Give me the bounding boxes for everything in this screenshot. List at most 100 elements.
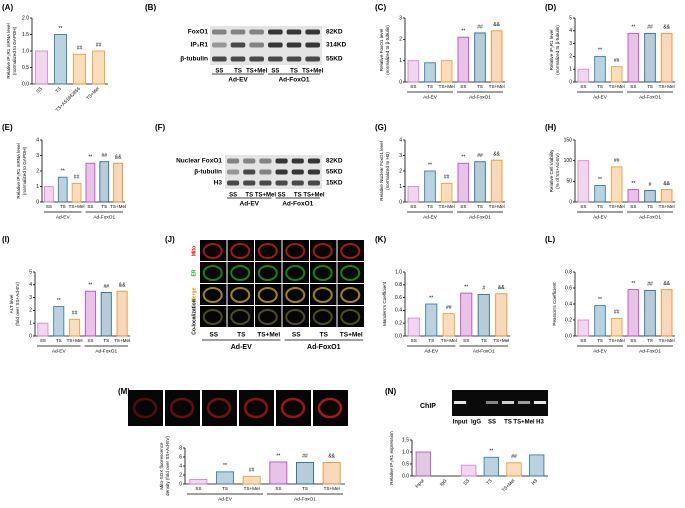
blot-band xyxy=(268,56,283,62)
significance-marker: ** xyxy=(429,295,433,301)
significance-marker: ## xyxy=(444,175,450,181)
y-tick-label: 0.8 xyxy=(395,282,402,288)
lane-label: SS xyxy=(488,420,496,426)
bar xyxy=(113,162,123,203)
x-tick-label: SS xyxy=(580,204,586,209)
bar xyxy=(69,318,81,337)
cell-signal xyxy=(257,309,278,325)
y-axis-title: (% of SS+Ad-EV) xyxy=(555,153,560,189)
bar xyxy=(660,289,673,337)
blot-membrane xyxy=(210,26,322,65)
group-label: Ad-EV xyxy=(593,94,608,100)
bar xyxy=(415,451,432,477)
group-label: Ad-EV xyxy=(52,348,67,354)
group-label: Ad-FoxO1 xyxy=(93,214,115,220)
x-tick-label: TS xyxy=(427,204,433,209)
significance-marker: ** xyxy=(88,155,92,161)
y-tick-label: 0 xyxy=(399,79,402,85)
x-tick-label: SS xyxy=(46,204,52,209)
panel-label: (D) xyxy=(545,3,556,12)
bar xyxy=(660,32,673,83)
y-tick-label: 0.0 xyxy=(395,333,402,339)
bar xyxy=(407,317,420,337)
group-label: Ad-FoxO1 xyxy=(469,94,491,100)
x-tick-label: TS xyxy=(54,86,62,94)
lane-label: SS xyxy=(278,193,286,199)
bar xyxy=(490,159,503,203)
x-tick-label: TS xyxy=(647,84,653,89)
y-axis-title: (normalized to H3) xyxy=(385,152,390,190)
blot-band xyxy=(212,42,227,48)
cell-signal xyxy=(340,243,361,259)
significance-marker: && xyxy=(119,283,126,289)
bar xyxy=(627,32,640,83)
x-tick-label: SS xyxy=(87,338,93,343)
significance-marker: ## xyxy=(96,42,102,48)
y-tick-label: 0 xyxy=(399,199,402,205)
cell-signal xyxy=(169,397,195,419)
y-tick-label: 2 xyxy=(399,168,402,174)
x-tick-label: TS+Mel xyxy=(114,338,130,343)
cell-signal xyxy=(317,397,343,419)
cell-signal xyxy=(340,287,361,303)
y-axis-title: Manders's Coefficient xyxy=(382,281,387,326)
y-tick-label: 4 xyxy=(399,137,402,143)
significance-marker: ** xyxy=(598,177,602,183)
cell-signal xyxy=(312,243,333,259)
y-axis-title: Relative IP₃R1 expression xyxy=(389,431,394,485)
cell-signal xyxy=(312,309,333,325)
significance-marker: ## xyxy=(446,305,452,311)
blot-band xyxy=(286,29,302,35)
bar xyxy=(474,32,486,83)
blot-band xyxy=(291,180,304,186)
y-axis-title: Mito-SOX fluorescence xyxy=(159,442,164,490)
gel-band xyxy=(453,401,467,404)
y-tick-label: 1.5 xyxy=(22,32,29,38)
panel-label: (N) xyxy=(385,387,396,396)
blot-size-label: 82KD xyxy=(326,29,343,36)
bar xyxy=(594,55,606,83)
blot-band xyxy=(286,42,302,48)
significance-marker: ## xyxy=(647,25,653,31)
y-tick-label: 1 xyxy=(36,184,39,190)
blot-band xyxy=(243,180,256,186)
group-label: Ad-EV xyxy=(423,214,438,220)
cell-signal xyxy=(285,287,306,303)
cell-signal xyxy=(132,397,158,419)
x-tick-label: SS xyxy=(35,86,43,94)
panel-label: (A) xyxy=(2,3,13,12)
cell-signal xyxy=(230,309,251,325)
lane-label: IgG xyxy=(471,420,481,426)
x-tick-label: SS xyxy=(463,338,469,343)
blot-band xyxy=(249,56,264,62)
significance-marker: && xyxy=(328,454,335,460)
bar xyxy=(594,185,606,203)
bar xyxy=(457,36,470,83)
y-axis-title: density (fold over SS+Ad-EV) xyxy=(165,436,170,496)
y-tick-label: 2 xyxy=(399,37,402,43)
significance-marker: && xyxy=(663,25,670,31)
blot-band xyxy=(275,180,288,186)
bar xyxy=(44,186,54,203)
y-tick-label: 4 xyxy=(29,282,32,288)
lane-label: SS xyxy=(209,332,218,339)
group-label: Ad-FoxO1 xyxy=(294,496,316,502)
y-tick-label: 6 xyxy=(179,454,182,460)
y-axis-title: Relative Cell Viability xyxy=(549,149,554,193)
blot-band xyxy=(305,42,320,48)
y-tick-label: 0.4 xyxy=(395,308,402,314)
significance-marker: ** xyxy=(61,169,65,175)
significance-marker: && xyxy=(493,22,500,28)
y-axis-title: (normalized to β-tubulin) xyxy=(555,25,560,75)
y-tick-label: 0.2 xyxy=(395,321,402,327)
x-tick-label: SS xyxy=(630,204,636,209)
panel-label: (F) xyxy=(155,123,166,132)
x-tick-label: Input xyxy=(414,478,425,489)
bar xyxy=(440,60,453,83)
blot-band xyxy=(212,29,227,35)
bar xyxy=(296,461,314,485)
y-tick-label: 4 xyxy=(36,137,39,143)
x-tick-label: SS xyxy=(195,486,201,491)
lane-label: TS xyxy=(320,332,329,339)
significance-marker: ## xyxy=(614,158,620,164)
